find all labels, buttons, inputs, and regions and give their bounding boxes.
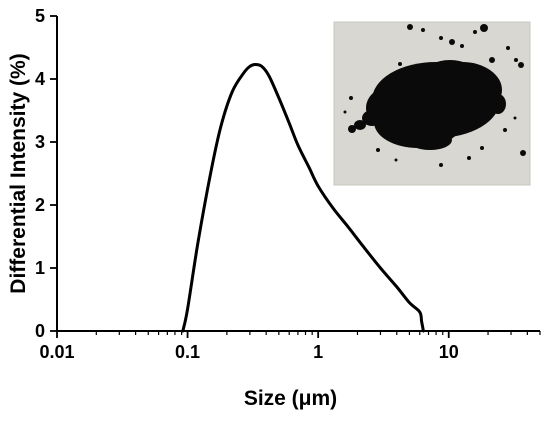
x-tick-label: 0.1 (175, 342, 200, 362)
x-axis-label: Size (μm) (244, 387, 337, 410)
y-tick-label: 4 (35, 69, 45, 89)
y-tick-label: 3 (35, 132, 45, 152)
y-axis-label: Differential Intensity (%) (7, 53, 30, 293)
x-tick-label: 1 (313, 342, 323, 362)
y-tick-label: 5 (35, 6, 45, 26)
powder-blob (343, 24, 526, 167)
distribution-curve (181, 63, 425, 333)
inset-photo (333, 21, 531, 186)
y-tick-label: 0 (35, 321, 45, 341)
x-tick-label: 0.01 (39, 342, 74, 362)
y-tick-label: 2 (35, 195, 45, 215)
x-tick-label: 10 (439, 342, 459, 362)
y-tick-label: 1 (35, 258, 45, 278)
